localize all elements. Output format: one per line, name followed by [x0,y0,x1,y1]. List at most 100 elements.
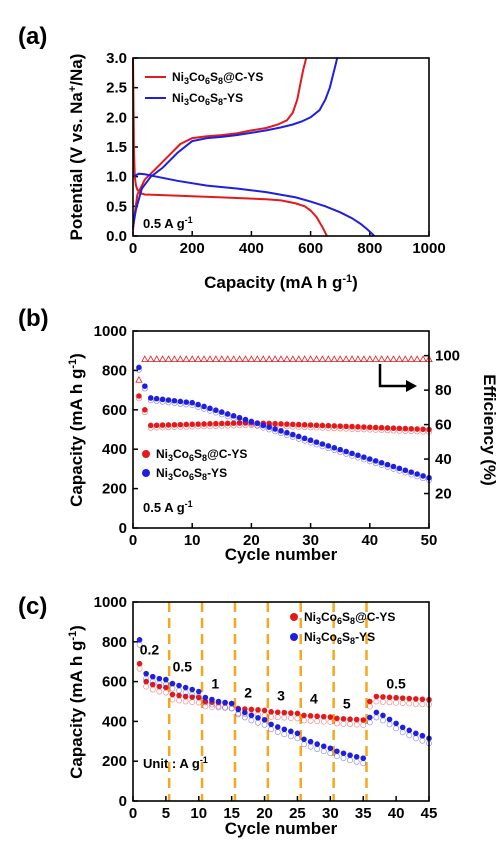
y-tick-label: 400 [102,441,127,458]
capacity-point-open [380,717,386,724]
efficiency-point [372,355,380,362]
x-tick-label: 40 [388,805,405,822]
capacity-point-open [408,428,415,435]
efficiency-point [271,355,279,362]
capacity-point-open [171,424,178,431]
capacity-point [255,707,261,713]
capacity-point-open [301,437,308,444]
x-tick-label: 200 [180,240,205,257]
capacity-point-open [337,449,344,455]
capacity-point-open [347,721,353,728]
capacity-point [222,699,228,706]
efficiency-point [141,355,149,362]
capacity-point [242,709,248,716]
capacity-point-open [284,432,290,438]
y-tick-label: 0.5 [106,198,127,215]
legend-label-ys: Ni3Co6S8-YS [172,91,243,107]
panel-a-ylabel: Potential (V vs. Na+/Na) [67,54,86,241]
x-tick-label: 0 [129,805,137,822]
x-tick-label: 20 [243,532,260,549]
capacity-point-open [396,467,403,474]
efficiency-point [235,355,244,362]
capacity-point-open [177,424,184,430]
panel-a-label: (a) [18,23,47,50]
capacity-point-open [366,703,373,710]
capacity-point-open [319,424,326,431]
capacity-point-open [278,430,284,437]
capacity-point-open [149,686,156,693]
capacity-point [163,676,169,683]
capacity-point-open [248,717,255,724]
capacity-point [235,706,242,713]
capacity-point [281,726,288,733]
capacity-point-open [349,426,355,432]
panel-c-ylabel: Capacity (mA h g-1) [67,625,86,779]
capacity-point-open [419,701,426,708]
capacity-point-open [177,400,184,407]
capacity-point [176,682,182,689]
capacity-point [353,716,360,723]
capacity-point-open [281,714,288,721]
capacity-point-open [386,699,393,706]
capacity-point [301,736,307,743]
efficiency-point [158,355,167,362]
capacity-point-open [176,697,182,704]
series-line-1 [132,57,308,231]
capacity-point [373,709,380,716]
y-tick-label: 200 [102,753,127,770]
capacity-point-open [274,729,281,735]
x-tick-label: 30 [302,532,319,549]
capacity-point [353,754,360,760]
x-tick-label: 35 [355,805,372,822]
y-tick-label: 0 [119,520,127,537]
capacity-point-open [195,404,202,410]
capacity-point [274,709,281,716]
y2-tick-label: 20 [435,486,452,503]
capacity-point-open [230,415,237,422]
panel-a-frame [132,57,430,237]
capacity-point [288,728,294,735]
panel-c-rate-labels: 0.2 0.5 1 2 3 4 5 0.5 [140,642,406,712]
capacity-point-open [313,441,320,448]
capacity-point-open [218,411,225,418]
capacity-point [294,730,301,737]
panel-b-ylabel: Capacity (mA h g-1) [67,353,86,507]
panel-b-ticks: 0 10 20 30 40 50 0 200 400 600 800 1000 20 40 60 80 100 [94,323,460,549]
capacity-point-open [314,746,321,752]
y-tick-label: 1000 [94,594,127,611]
efficiency-point [401,355,409,362]
capacity-point-open [230,422,237,429]
capacity-point [347,716,353,723]
y-tick-label: 600 [102,402,127,419]
capacity-point-open [355,454,361,461]
capacity-point-open [281,731,288,738]
capacity-point-open [314,718,321,725]
capacity-point-open [349,452,355,459]
capacity-point-open [408,471,415,478]
capacity-point [380,694,386,700]
capacity-point-open [399,700,406,706]
efficiency-arrow-icon [378,364,417,392]
efficiency-point [206,355,214,362]
y-tick-label: 800 [102,634,127,651]
capacity-point-open [248,420,255,427]
capacity-point [367,714,373,721]
capacity-point-open [218,422,225,429]
capacity-point-open [295,435,302,442]
efficiency-point [366,355,374,362]
capacity-point [274,724,281,730]
efficiency-point [289,355,297,362]
series-line-0 [132,57,328,237]
panel-a-series [132,57,375,237]
capacity-point [169,691,176,698]
efficiency-point [283,355,291,362]
capacity-point [268,721,274,728]
capacity-point-open [289,434,296,440]
y-tick-label: 200 [102,481,127,498]
capacity-point-open [393,725,400,732]
efficiency-point [277,355,285,362]
capacity-point-open [325,425,332,431]
panel-a-xlabel: Capacity (mA h g-1) [204,273,358,292]
capacity-point [169,680,176,687]
x-tick-label: 20 [256,805,273,822]
